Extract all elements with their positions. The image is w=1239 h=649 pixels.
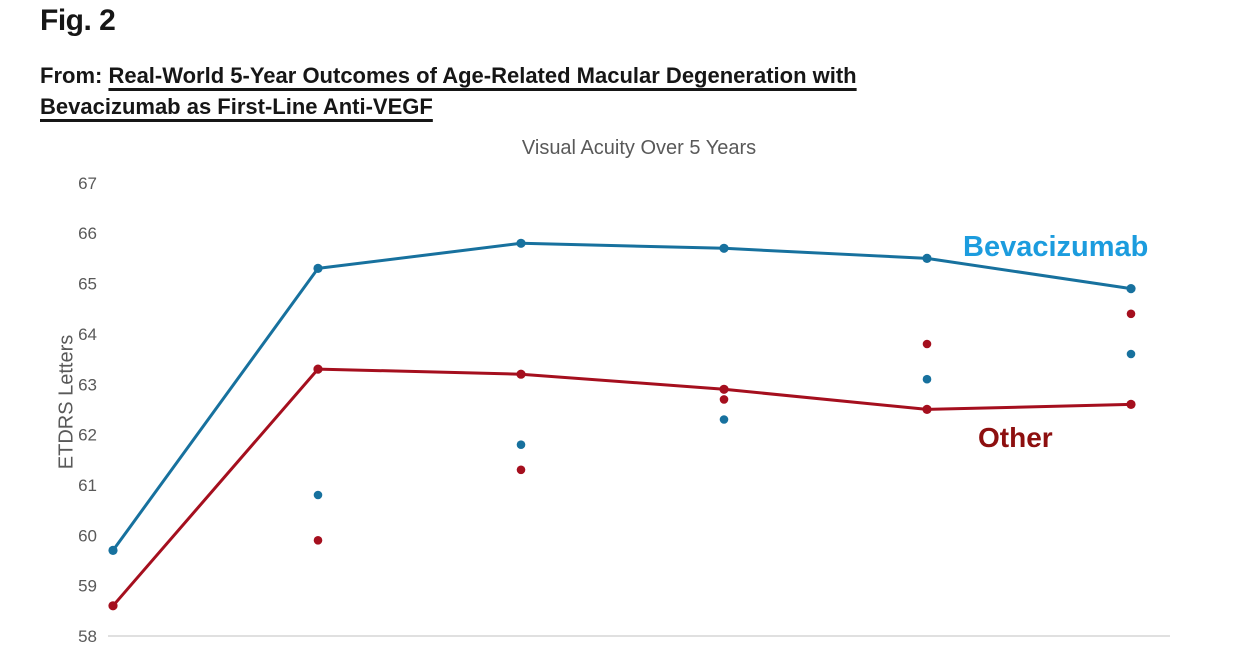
bevacizumab-scatter-points-marker (719, 415, 729, 424)
other-scatter-points-marker (516, 465, 526, 475)
other-marker (313, 364, 323, 374)
other-scatter-points-marker (1126, 309, 1136, 319)
bevacizumab-series-label: Bevacizumab (963, 231, 1149, 263)
other-scatter-points-marker (719, 395, 729, 404)
source-title-link[interactable]: Real-World 5-Year Outcomes of Age-Relate… (40, 63, 857, 119)
source-prefix: From: (40, 63, 103, 88)
y-tick-label-58: 58 (78, 627, 97, 646)
bevacizumab-scatter-points-marker (922, 374, 932, 384)
y-tick-label-65: 65 (78, 275, 97, 294)
other-scatter-points-marker (313, 536, 323, 545)
y-tick-label-61: 61 (78, 476, 97, 495)
bevacizumab-marker (516, 238, 526, 248)
y-tick-label-60: 60 (78, 526, 97, 545)
chart-title: Visual Acuity Over 5 Years (521, 137, 757, 159)
bevacizumab-scatter-points-marker (516, 440, 526, 450)
bevacizumab-scatter-points-marker (313, 490, 323, 500)
bevacizumab-marker (1126, 284, 1136, 294)
other-marker (1126, 399, 1136, 409)
bevacizumab-scatter-points-marker (1126, 349, 1136, 359)
other-series-label: Other (978, 422, 1053, 453)
bevacizumab-marker (108, 545, 118, 555)
other-marker (922, 404, 932, 414)
y-tick-label-66: 66 (78, 224, 97, 243)
y-tick-label-62: 62 (78, 426, 97, 445)
other-line (111, 367, 1133, 608)
y-tick-label-63: 63 (78, 375, 97, 394)
bevacizumab-marker (922, 253, 932, 263)
other-marker (719, 384, 729, 394)
y-tick-label-67: 67 (78, 174, 97, 193)
bevacizumab-line (111, 241, 1133, 552)
other-marker (108, 601, 118, 611)
other-marker (516, 369, 526, 379)
figure-source: From: Real-World 5-Year Outcomes of Age-… (40, 60, 960, 122)
chart-svg: 58 59 60 61 62 63 64 65 66 67 (78, 174, 1170, 646)
figure-label: Fig. 2 (40, 4, 116, 37)
bevacizumab-marker (313, 263, 323, 273)
other-scatter-points-marker (922, 339, 932, 349)
bevacizumab-marker (719, 243, 729, 253)
y-tick-label-64: 64 (78, 325, 97, 344)
y-tick-label-59: 59 (78, 577, 97, 596)
